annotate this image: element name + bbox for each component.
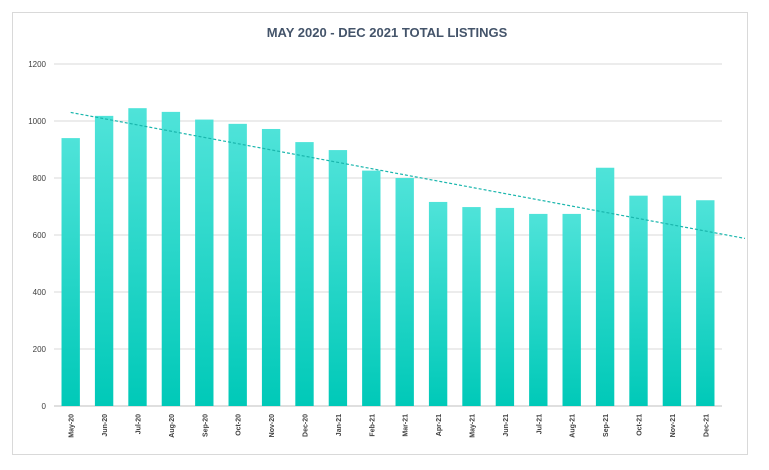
grid-layer	[54, 63, 722, 407]
bar-jun-21	[495, 207, 515, 406]
y-tick-label: 600	[33, 231, 47, 240]
x-axis-ticks: May-20 Jun-20 Jul-20 Aug-20 Sep-20 Oct-20 Nov-…	[69, 414, 711, 438]
x-tick-label: Aug-20	[169, 414, 176, 438]
x-tick-label: Apr-21	[436, 414, 443, 436]
bar-sep-21	[595, 167, 615, 406]
x-tick-label: Jul-21	[536, 414, 543, 434]
x-tick-label: Jul-20	[136, 414, 143, 434]
x-tick-label: Nov-20	[269, 414, 276, 437]
bar-oct-20	[228, 123, 247, 406]
y-tick-label: 200	[33, 345, 47, 354]
bar-jun-20	[94, 115, 114, 407]
x-tick-label: Oct-21	[637, 414, 644, 436]
bar-may-21	[462, 207, 481, 406]
chart-title: MAY 2020 - DEC 2021 TOTAL LISTINGS	[267, 25, 508, 40]
bar-feb-21	[362, 170, 381, 406]
bars	[61, 108, 715, 407]
bar-sep-20	[195, 119, 214, 406]
x-tick-label: May-21	[470, 414, 477, 438]
bar-dec-20	[295, 142, 314, 406]
x-tick-label: Sep-21	[603, 414, 610, 437]
bar-jul-21	[529, 213, 548, 406]
bar-mar-21	[395, 178, 414, 406]
trendline	[70, 111, 746, 240]
bar-apr-21	[428, 201, 448, 406]
y-tick-label: 0	[42, 402, 47, 411]
x-tick-label: Nov-21	[670, 414, 677, 437]
x-tick-label: Mar-21	[403, 414, 410, 437]
x-tick-label: Jun-21	[503, 414, 510, 437]
bar-oct-21	[629, 195, 648, 406]
bar-jan-21	[328, 150, 348, 406]
x-tick-label: Aug-21	[570, 414, 577, 438]
bar-dec-21	[696, 200, 715, 406]
bar-jul-20	[128, 108, 147, 407]
y-tick-label: 1200	[28, 60, 46, 69]
x-tick-label: Jan-21	[336, 414, 343, 436]
trendline-layer	[70, 111, 746, 240]
x-tick-label: Jun-20	[102, 414, 109, 437]
bar-nov-21	[662, 195, 682, 406]
x-tick-label: Dec-21	[703, 414, 710, 437]
x-tick-label: May-20	[69, 414, 76, 438]
y-axis-ticks: 0 200 400 600 800 1000 1200	[28, 60, 46, 411]
bar-may-20	[61, 138, 80, 406]
bar-aug-21	[562, 213, 581, 406]
bar-aug-20	[161, 111, 181, 406]
y-tick-label: 400	[33, 288, 47, 297]
x-tick-label: Feb-21	[369, 414, 376, 437]
x-tick-label: Oct-20	[236, 414, 243, 436]
x-tick-label: Dec-20	[303, 414, 310, 437]
y-tick-label: 800	[33, 174, 47, 183]
bar-nov-20	[261, 128, 281, 407]
x-tick-label: Sep-20	[202, 414, 209, 437]
y-tick-label: 1000	[28, 117, 46, 126]
